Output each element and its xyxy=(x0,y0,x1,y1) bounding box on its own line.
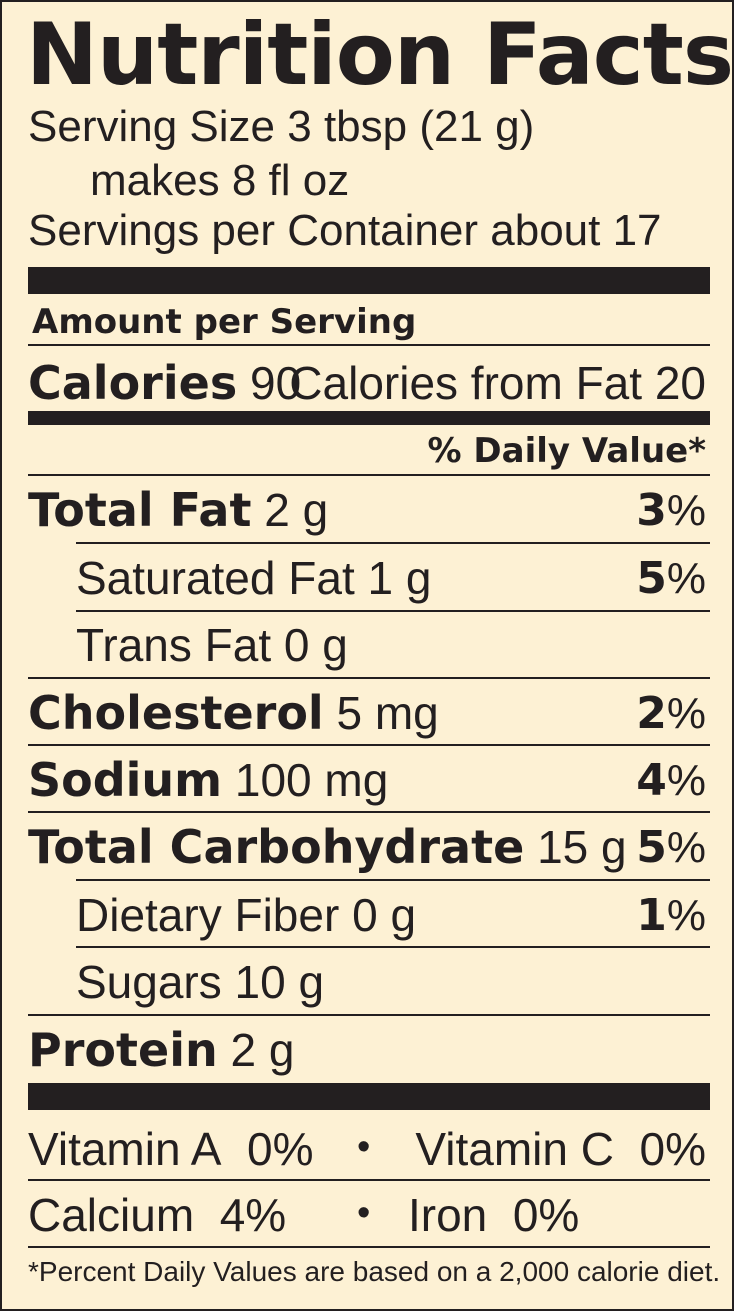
nutrient-dv-unit: % xyxy=(666,891,706,940)
nutrient-dv: 5% xyxy=(636,826,706,870)
nutrient-amount: 0 g xyxy=(352,889,417,941)
nutrient-name: Total Carbohydrate xyxy=(28,820,525,874)
nutrient-amount: 5 mg xyxy=(336,687,439,739)
nutrient-row-protein: Protein 2 g xyxy=(28,1027,294,1073)
serving-size: Serving Size 3 tbsp (21 g) xyxy=(28,105,534,149)
divider xyxy=(28,811,710,813)
calories-from-fat: Calories from Fat 20 xyxy=(289,360,706,406)
calories-row: Calories 90 xyxy=(28,360,301,406)
servings-per-container-value: about 17 xyxy=(490,206,662,255)
nutrient-dv-value: 5 xyxy=(636,822,667,873)
nutrient-row-total-carbohydrate: Total Carbohydrate 15 g xyxy=(28,824,627,870)
nutrient-dv-unit: % xyxy=(666,756,706,805)
daily-value-header: % Daily Value* xyxy=(427,431,706,471)
nutrient-dv-value: 2 xyxy=(636,688,667,739)
label-title: Nutrition Facts xyxy=(26,5,734,105)
nutrient-row-sugars: Sugars 10 g xyxy=(76,959,324,1005)
bullet-separator: • xyxy=(357,1192,371,1234)
vitamin-name: Calcium xyxy=(28,1189,195,1241)
divider xyxy=(28,1179,710,1181)
vitamin-value: 0% xyxy=(639,1123,706,1175)
serving-size-label: Serving Size xyxy=(28,102,276,151)
nutrient-dv: 5% xyxy=(636,557,706,601)
nutrient-dv: 3% xyxy=(636,489,706,533)
servings-per-container-label: Servings per Container xyxy=(28,206,479,255)
nutrient-dv-value: 1 xyxy=(636,890,667,941)
nutrient-name: Sugars xyxy=(76,956,222,1008)
nutrient-amount: 2 g xyxy=(230,1024,295,1076)
calcium: Calcium 4% xyxy=(28,1192,286,1238)
vitamin-value: 4% xyxy=(219,1189,287,1241)
bullet-separator: • xyxy=(357,1126,371,1168)
vitamin-a: Vitamin A 0% xyxy=(28,1126,314,1172)
divider xyxy=(76,542,710,544)
calories-from-fat-label: Calories from Fat xyxy=(289,357,643,409)
nutrient-dv-value: 5 xyxy=(636,553,667,604)
nutrient-dv-unit: % xyxy=(666,689,706,738)
iron: Iron 0% xyxy=(408,1192,579,1238)
nutrient-amount: 1 g xyxy=(367,552,432,604)
divider xyxy=(28,744,710,746)
servings-per-container: Servings per Container about 17 xyxy=(28,209,662,253)
nutrient-row-dietary-fiber: Dietary Fiber 0 g xyxy=(76,892,416,938)
nutrient-amount: 0 g xyxy=(283,619,348,671)
calories-label: Calories xyxy=(28,356,238,410)
nutrient-row-saturated-fat: Saturated Fat 1 g xyxy=(76,555,431,601)
divider xyxy=(76,610,710,612)
nutrient-dv: 1% xyxy=(636,894,706,938)
thick-divider xyxy=(28,1083,710,1110)
nutrient-name: Saturated Fat xyxy=(76,552,355,604)
vitamin-c: Vitamin C 0% xyxy=(415,1126,706,1172)
serving-makes: makes 8 fl oz xyxy=(90,156,350,205)
vitamin-name: Vitamin A xyxy=(28,1123,222,1175)
nutrient-dv-unit: % xyxy=(666,486,706,535)
nutrient-row-sodium: Sodium 100 mg xyxy=(28,757,388,803)
divider xyxy=(76,879,710,881)
nutrient-dv: 2% xyxy=(636,692,706,736)
vitamin-value: 0% xyxy=(512,1189,580,1241)
divider xyxy=(28,1246,710,1248)
nutrient-amount: 10 g xyxy=(234,956,325,1008)
serving-size-value: 3 tbsp (21 g) xyxy=(287,102,535,151)
divider xyxy=(28,474,710,476)
divider xyxy=(28,1014,710,1016)
nutrient-name: Trans Fat xyxy=(76,619,272,671)
nutrient-dv-value: 3 xyxy=(636,485,667,536)
nutrient-name: Dietary Fiber xyxy=(76,889,340,941)
nutrient-dv-unit: % xyxy=(666,554,706,603)
nutrient-dv: 4% xyxy=(636,759,706,803)
nutrient-dv-value: 4 xyxy=(636,755,667,806)
vitamin-value: 0% xyxy=(247,1123,314,1175)
nutrient-amount: 100 mg xyxy=(234,754,389,806)
nutrient-name: Total Fat xyxy=(28,483,252,537)
vitamin-name: Iron xyxy=(408,1189,488,1241)
calories-value: 90 xyxy=(249,357,302,409)
divider xyxy=(28,344,710,346)
nutrient-row-trans-fat: Trans Fat 0 g xyxy=(76,622,348,668)
divider xyxy=(28,677,710,679)
medium-divider xyxy=(28,411,710,425)
divider xyxy=(76,946,710,948)
nutrient-name: Protein xyxy=(28,1023,218,1077)
vitamin-name: Vitamin C xyxy=(415,1123,614,1175)
amount-per-serving: Amount per Serving xyxy=(32,302,417,342)
nutrient-dv-unit: % xyxy=(666,823,706,872)
calories-from-fat-value: 20 xyxy=(654,357,706,409)
nutrient-row-cholesterol: Cholesterol 5 mg xyxy=(28,690,439,736)
thick-divider xyxy=(28,267,710,294)
nutrient-name: Cholesterol xyxy=(28,686,324,740)
nutrient-amount: 15 g xyxy=(537,821,627,873)
nutrient-name: Sodium xyxy=(28,753,223,807)
nutrient-amount: 2 g xyxy=(264,484,329,536)
footnote: *Percent Daily Values are based on a 2,0… xyxy=(28,1256,721,1287)
nutrient-row-total-fat: Total Fat 2 g xyxy=(28,487,328,533)
